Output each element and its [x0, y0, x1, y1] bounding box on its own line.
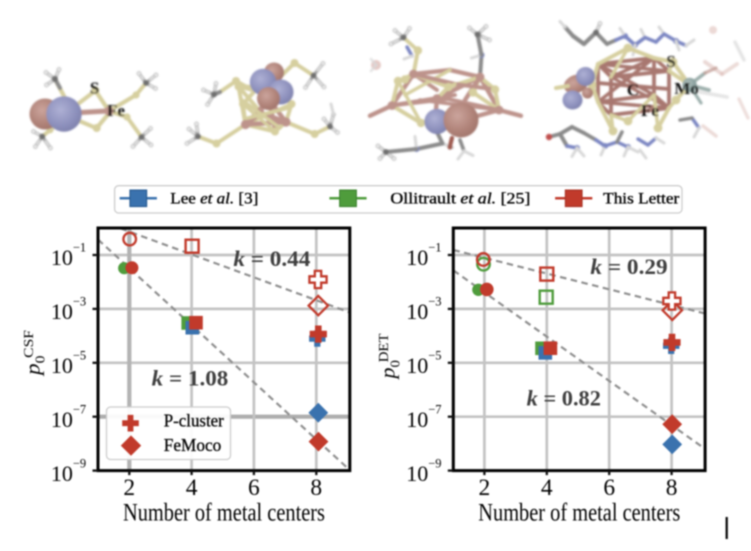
svg-text:10−9: 10−9 — [51, 456, 86, 486]
svg-text:10−5: 10−5 — [406, 349, 441, 379]
svg-text:10−1: 10−1 — [406, 241, 441, 271]
svg-text:10−7: 10−7 — [51, 402, 86, 432]
svg-text:8: 8 — [310, 475, 322, 501]
svg-text:2: 2 — [479, 475, 491, 501]
svg-text:8: 8 — [666, 475, 678, 501]
svg-text:10−3: 10−3 — [51, 295, 86, 325]
svg-text:4: 4 — [186, 475, 198, 501]
svg-text:10−9: 10−9 — [406, 456, 441, 486]
svg-text:6: 6 — [603, 475, 615, 501]
svg-text:k = 0.44: k = 0.44 — [233, 246, 310, 271]
svg-text:10−1: 10−1 — [51, 241, 86, 271]
svg-text:10−7: 10−7 — [406, 402, 441, 432]
svg-text:Fe: Fe — [107, 101, 125, 120]
svg-text:k = 0.82: k = 0.82 — [527, 385, 601, 410]
svg-text:Number of metal centers: Number of metal centers — [123, 499, 325, 526]
svg-text:Fe: Fe — [641, 101, 659, 120]
svg-text:Lee et al. [3]: Lee et al. [3] — [170, 191, 258, 208]
svg-text:4: 4 — [541, 475, 553, 501]
svg-text:10−5: 10−5 — [51, 349, 86, 379]
svg-text:2: 2 — [123, 475, 135, 501]
svg-text:C: C — [627, 81, 639, 100]
svg-text:p0CSF: p0CSF — [21, 329, 48, 377]
svg-text:P-cluster: P-cluster — [164, 410, 224, 430]
svg-text:p0DET: p0DET — [376, 333, 403, 381]
svg-text:6: 6 — [248, 475, 260, 501]
svg-text:Mo: Mo — [674, 79, 699, 98]
svg-text:S: S — [90, 79, 99, 98]
svg-text:Ollitrault et al. [25]: Ollitrault et al. [25] — [390, 191, 530, 208]
svg-text:10−3: 10−3 — [406, 295, 441, 325]
svg-text:k = 0.29: k = 0.29 — [590, 254, 667, 279]
svg-text:k = 1.08: k = 1.08 — [152, 366, 229, 391]
svg-text:FeMoco: FeMoco — [164, 435, 222, 455]
svg-text:Number of metal centers: Number of metal centers — [478, 499, 680, 526]
svg-text:S: S — [666, 52, 675, 71]
svg-text:This Letter: This Letter — [603, 191, 680, 208]
